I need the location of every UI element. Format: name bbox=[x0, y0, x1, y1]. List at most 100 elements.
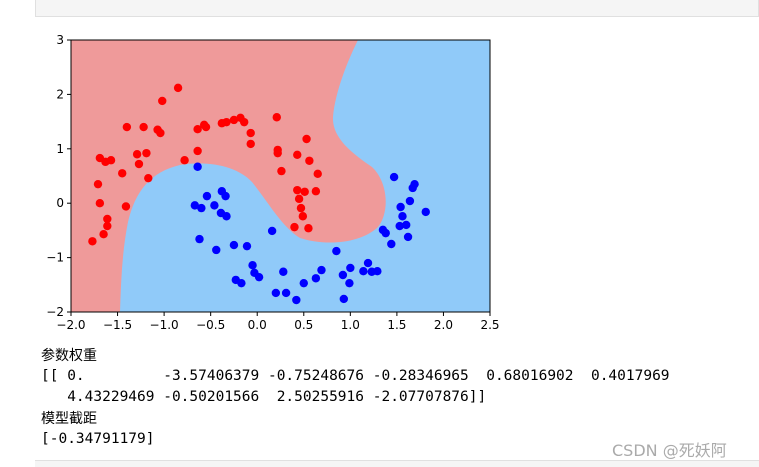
intercept: [-0.34791179] bbox=[41, 431, 155, 447]
point bbox=[381, 228, 390, 238]
point bbox=[272, 113, 281, 122]
point bbox=[121, 202, 131, 211]
y-tick-label: 3 bbox=[56, 33, 64, 47]
y-tick-label: −2 bbox=[46, 305, 64, 319]
x-tick-label: 1.0 bbox=[341, 318, 360, 332]
point bbox=[246, 139, 255, 149]
point bbox=[311, 274, 321, 283]
point bbox=[300, 187, 309, 196]
point bbox=[212, 245, 221, 255]
point bbox=[271, 288, 281, 298]
point bbox=[304, 224, 313, 233]
x-tick-label: 2.0 bbox=[434, 318, 453, 332]
point bbox=[359, 267, 368, 276]
point bbox=[339, 294, 349, 304]
point bbox=[193, 146, 202, 156]
point bbox=[293, 185, 302, 195]
point bbox=[99, 230, 108, 239]
point bbox=[156, 128, 165, 138]
point bbox=[246, 128, 255, 138]
point bbox=[173, 83, 183, 93]
point bbox=[242, 241, 252, 251]
point bbox=[158, 96, 167, 106]
point bbox=[273, 148, 282, 158]
point bbox=[222, 117, 231, 127]
x-tick-label: −2.0 bbox=[56, 318, 85, 332]
point bbox=[317, 265, 326, 275]
point bbox=[311, 187, 321, 196]
point bbox=[193, 162, 202, 171]
point bbox=[403, 232, 413, 242]
y-tick-label: 1 bbox=[56, 142, 64, 156]
point bbox=[389, 172, 399, 182]
point bbox=[237, 278, 246, 288]
x-tick-label: 2.5 bbox=[480, 318, 499, 332]
plot-frame bbox=[70, 39, 491, 313]
point bbox=[142, 148, 151, 158]
point bbox=[195, 234, 204, 244]
y-tick-label: 0 bbox=[56, 196, 64, 210]
point bbox=[387, 239, 396, 249]
weights-line: 4.43229469 -0.50201566 2.50255916 -2.077… bbox=[41, 389, 487, 405]
point bbox=[281, 288, 291, 298]
x-tick-label: 1.5 bbox=[387, 318, 406, 332]
point bbox=[402, 220, 411, 230]
point bbox=[254, 272, 264, 282]
point bbox=[293, 150, 302, 159]
point bbox=[398, 212, 407, 221]
point bbox=[279, 267, 288, 276]
point bbox=[296, 203, 306, 213]
point bbox=[345, 278, 354, 288]
point bbox=[277, 166, 286, 176]
watermark: CSDN @死妖阿 bbox=[612, 441, 727, 460]
point bbox=[134, 159, 144, 169]
point bbox=[298, 212, 308, 221]
point bbox=[294, 194, 304, 204]
point bbox=[421, 207, 430, 217]
point bbox=[144, 173, 153, 183]
point bbox=[290, 222, 299, 232]
chart: −2.0 −1.5 −1.0 −0.5 0.0 0.5 1.0 1.5 2.0 2.5 −2 −1 0 1… bbox=[46, 33, 499, 332]
point bbox=[410, 179, 419, 189]
point bbox=[332, 246, 341, 256]
x-tick-label: −0.5 bbox=[196, 318, 225, 332]
point bbox=[193, 125, 202, 134]
point bbox=[363, 258, 373, 268]
point bbox=[201, 122, 211, 132]
point bbox=[106, 156, 116, 165]
weights-label: 参数权重 bbox=[41, 348, 97, 364]
point bbox=[229, 115, 239, 125]
point bbox=[202, 191, 212, 201]
point bbox=[132, 150, 142, 159]
point bbox=[313, 169, 322, 179]
point bbox=[210, 201, 219, 210]
point bbox=[239, 117, 249, 127]
point bbox=[338, 270, 348, 280]
point bbox=[248, 261, 257, 270]
region-red bbox=[71, 40, 386, 312]
point bbox=[190, 201, 200, 210]
point bbox=[302, 134, 311, 144]
point bbox=[95, 199, 105, 208]
point bbox=[103, 221, 112, 231]
input-cell bbox=[35, 0, 759, 17]
point bbox=[221, 191, 230, 201]
point bbox=[267, 226, 277, 236]
point bbox=[396, 202, 405, 212]
point bbox=[139, 122, 148, 132]
point bbox=[405, 196, 415, 206]
point bbox=[373, 267, 382, 276]
point bbox=[292, 295, 301, 305]
point bbox=[395, 221, 404, 231]
y-tick-label: 2 bbox=[56, 87, 64, 101]
point bbox=[122, 122, 132, 132]
point bbox=[118, 169, 127, 178]
point bbox=[299, 278, 308, 288]
point bbox=[93, 179, 103, 189]
next-cell bbox=[35, 460, 759, 467]
y-tick-label: −1 bbox=[46, 251, 64, 265]
point bbox=[346, 263, 355, 273]
weights-line: [[ 0. -3.57406379 -0.75248676 -0.2834696… bbox=[41, 368, 670, 384]
point bbox=[222, 212, 231, 221]
